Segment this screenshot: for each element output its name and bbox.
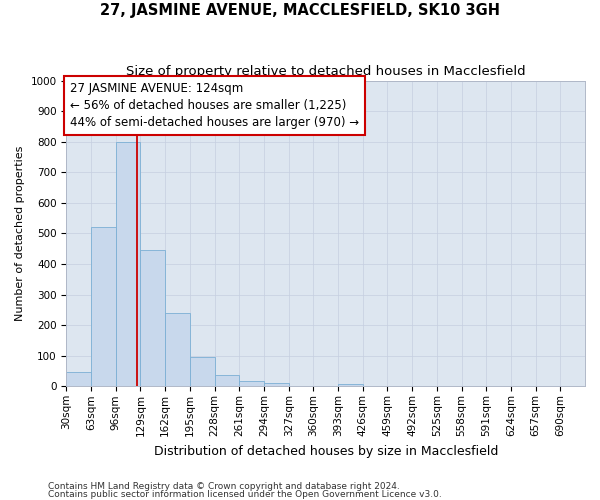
Bar — [264, 384, 289, 386]
Y-axis label: Number of detached properties: Number of detached properties — [15, 146, 25, 321]
Text: 27 JASMINE AVENUE: 124sqm
← 56% of detached houses are smaller (1,225)
44% of se: 27 JASMINE AVENUE: 124sqm ← 56% of detac… — [70, 82, 359, 129]
Bar — [165, 313, 190, 386]
Bar — [239, 381, 264, 386]
Bar — [91, 228, 116, 386]
Bar — [116, 142, 140, 386]
Text: Contains public sector information licensed under the Open Government Licence v3: Contains public sector information licen… — [48, 490, 442, 499]
Bar — [338, 384, 363, 386]
Text: Contains HM Land Registry data © Crown copyright and database right 2024.: Contains HM Land Registry data © Crown c… — [48, 482, 400, 491]
X-axis label: Distribution of detached houses by size in Macclesfield: Distribution of detached houses by size … — [154, 444, 498, 458]
Text: 27, JASMINE AVENUE, MACCLESFIELD, SK10 3GH: 27, JASMINE AVENUE, MACCLESFIELD, SK10 3… — [100, 2, 500, 18]
Bar — [67, 372, 91, 386]
Bar — [190, 356, 215, 386]
Bar — [215, 375, 239, 386]
Bar — [140, 250, 165, 386]
Title: Size of property relative to detached houses in Macclesfield: Size of property relative to detached ho… — [126, 65, 526, 78]
